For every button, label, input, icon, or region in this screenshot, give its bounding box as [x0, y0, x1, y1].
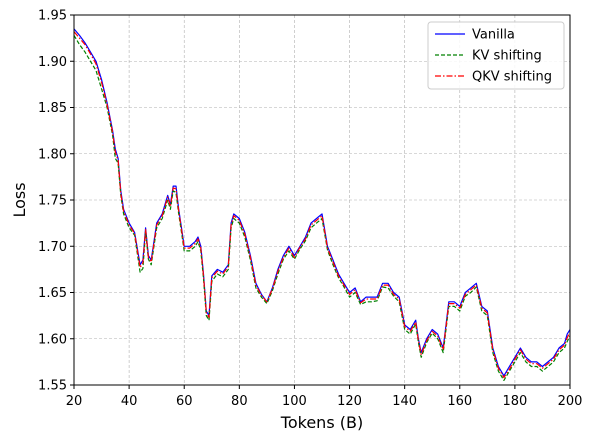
y-tick-label: 1.95 — [38, 9, 67, 24]
x-axis-title: Tokens (B) — [280, 413, 363, 432]
plot-area — [73, 28, 571, 381]
legend-label: KV shifting — [472, 49, 542, 64]
x-tick-label: 120 — [337, 394, 362, 409]
y-axis: 1.55 1.60 1.65 1.70 1.75 1.80 1.85 1.90 1.95 — [38, 9, 74, 394]
x-axis: 20 40 60 80 100 120 140 160 180 200 — [66, 385, 583, 409]
x-tick-label: 40 — [121, 394, 138, 409]
y-tick-label: 1.80 — [38, 147, 67, 162]
y-tick-label: 1.90 — [38, 55, 67, 70]
x-tick-label: 180 — [502, 394, 527, 409]
x-tick-label: 200 — [558, 394, 583, 409]
x-tick-label: 80 — [231, 394, 248, 409]
y-axis-title: Loss — [10, 182, 29, 217]
y-tick-label: 1.70 — [38, 240, 67, 255]
x-tick-label: 100 — [282, 394, 307, 409]
series-line-vanilla — [73, 28, 571, 377]
x-tick-label: 160 — [447, 394, 472, 409]
y-tick-label: 1.85 — [38, 101, 67, 116]
y-tick-label: 1.60 — [38, 332, 67, 347]
y-tick-label: 1.65 — [38, 286, 67, 301]
series-line-qkv-shifting — [73, 31, 571, 379]
legend-box — [427, 21, 565, 90]
x-tick-label: 20 — [66, 394, 83, 409]
x-tick-label: 60 — [176, 394, 193, 409]
legend-label: QKV shifting — [472, 70, 552, 85]
y-tick-label: 1.55 — [38, 379, 67, 394]
y-tick-label: 1.75 — [38, 194, 67, 209]
legend: Vanilla KV shifting QKV shifting — [427, 21, 565, 90]
x-tick-label: 140 — [392, 394, 417, 409]
legend-label: Vanilla — [472, 28, 515, 43]
